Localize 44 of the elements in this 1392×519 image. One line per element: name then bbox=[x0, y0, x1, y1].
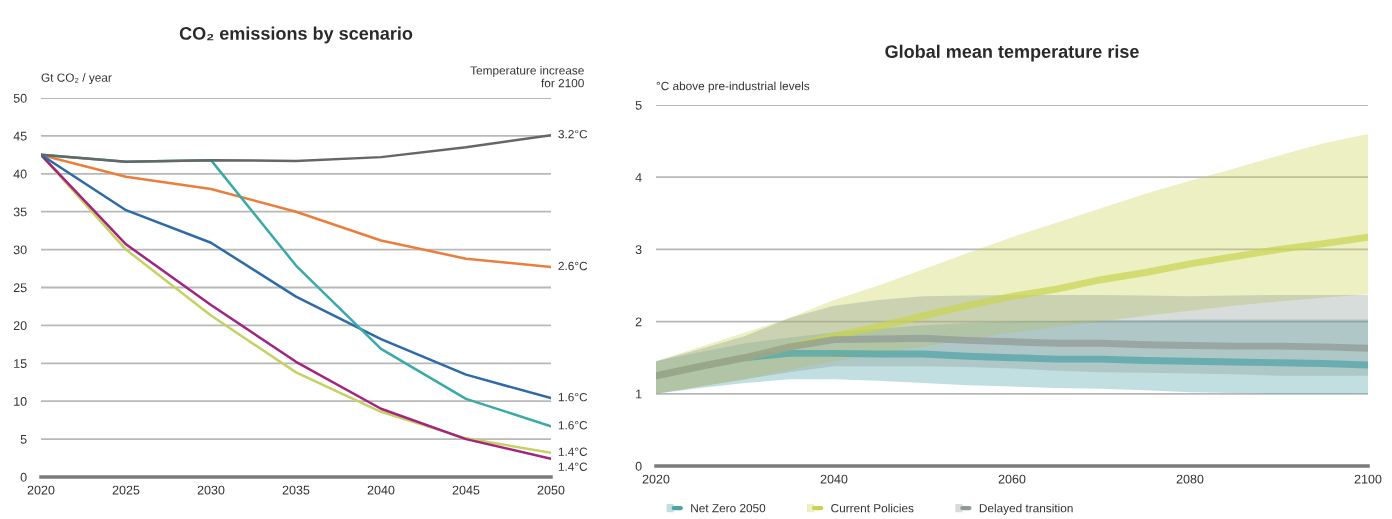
x-tick-label: 2035 bbox=[282, 485, 310, 495]
x-tick-label: 2040 bbox=[820, 474, 848, 484]
x-tick-label: 2040 bbox=[367, 485, 395, 495]
text: Temperature increase for 2100 bbox=[470, 65, 584, 88]
x-tick-label: 2025 bbox=[112, 485, 140, 495]
y-tick-label: 4 bbox=[635, 173, 642, 182]
x-tick-label: 2100 bbox=[1354, 474, 1382, 484]
y-tick-label: 5 bbox=[20, 435, 27, 444]
y-axis-title: Gt CO₂ / year bbox=[41, 73, 112, 85]
legend-label: Current Policies bbox=[831, 503, 914, 513]
series-label: 2.6°C bbox=[558, 261, 588, 271]
legend-label: Net Zero 2050 bbox=[691, 504, 766, 513]
x-tick-label: 2045 bbox=[452, 485, 480, 495]
y-tick-label: 10 bbox=[14, 397, 27, 406]
x-tick-label: 2030 bbox=[197, 485, 225, 495]
y-tick-label: 35 bbox=[13, 207, 27, 217]
y-tick-label: 0 bbox=[20, 472, 27, 482]
series-label: 1.6°C bbox=[558, 392, 588, 402]
y-axis-title: °C above pre-industrial levels bbox=[656, 81, 810, 93]
y-tick-label: 5 bbox=[635, 100, 642, 110]
y-tick-label: 0 bbox=[635, 461, 642, 471]
y-tick-label: 20 bbox=[13, 321, 27, 331]
y-tick-label: 1 bbox=[636, 389, 642, 399]
x-tick-label: 2020 bbox=[27, 485, 55, 495]
line-series bbox=[41, 133, 551, 163]
legend-label: Delayed transition bbox=[979, 503, 1073, 515]
series-label: 1.4°C bbox=[558, 462, 588, 471]
x-tick-label: 2080 bbox=[1176, 474, 1204, 484]
chart-title: CO₂ emissions by scenario bbox=[179, 26, 413, 44]
series-label: 1.4°C bbox=[558, 447, 588, 456]
y-tick-label: 40 bbox=[13, 169, 27, 179]
series-label: 1.6°C bbox=[558, 421, 588, 430]
series-label: 3.2°C bbox=[558, 129, 588, 139]
y-tick-label: 2 bbox=[635, 317, 642, 327]
y-tick-label: 30 bbox=[13, 245, 27, 255]
y-tick-label: 25 bbox=[13, 283, 27, 293]
chart-title: Global mean temperature rise bbox=[885, 44, 1139, 62]
y-tick-label: 3 bbox=[635, 245, 642, 255]
x-tick-label: 2050 bbox=[537, 485, 565, 495]
y-tick-label: 15 bbox=[14, 359, 27, 368]
y-tick-label: 50 bbox=[13, 93, 27, 103]
x-tick-label: 2020 bbox=[642, 474, 670, 484]
y-tick-label: 45 bbox=[13, 131, 27, 141]
x-tick-label: 2060 bbox=[998, 474, 1026, 484]
